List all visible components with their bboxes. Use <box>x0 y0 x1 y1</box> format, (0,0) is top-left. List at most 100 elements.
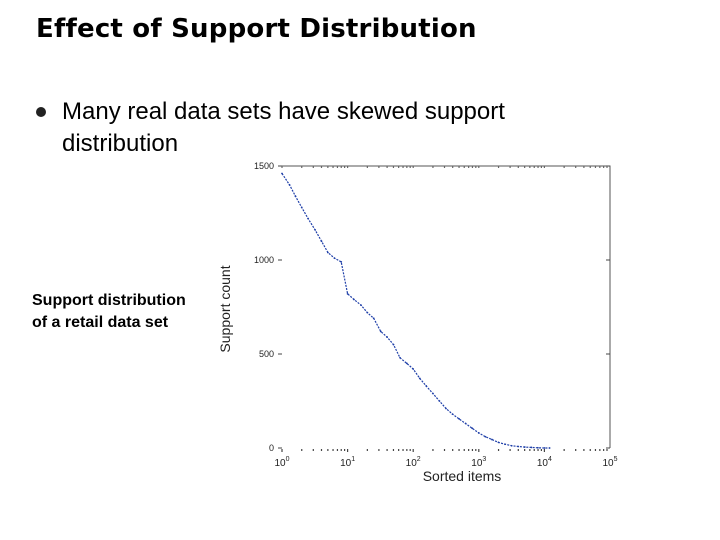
x-minor-tick <box>443 449 446 451</box>
x-minor-tick-top <box>575 166 577 168</box>
x-minor-tick <box>563 449 565 451</box>
x-minor-tick <box>533 449 535 451</box>
x-minor-tick <box>402 449 404 451</box>
data-point-41 <box>548 447 551 449</box>
bullet-text: Many real data sets have skewed support … <box>62 98 505 157</box>
x-minor-tick-top <box>589 166 591 168</box>
data-point-23 <box>432 392 434 395</box>
x-minor-tick <box>386 449 388 451</box>
x-minor-tick-top <box>327 166 329 168</box>
x-minor-tick <box>412 449 414 452</box>
data-point-1 <box>288 183 291 186</box>
data-point-14 <box>372 317 375 320</box>
x-minor-tick-top <box>509 166 511 168</box>
x-minor-tick <box>603 449 605 451</box>
x-minor-tick-top <box>301 166 303 168</box>
data-point-8 <box>333 257 336 260</box>
x-minor-tick-top <box>320 166 323 168</box>
x-minor-tick <box>599 449 601 451</box>
x-minor-tick-top <box>563 166 565 168</box>
x-minor-tick-top <box>402 166 404 168</box>
x-minor-tick <box>537 449 539 451</box>
chart-caption: Support distribution of a retail data se… <box>32 292 186 331</box>
data-point-30 <box>477 432 480 434</box>
x-minor-tick-top <box>340 166 342 168</box>
chart-axes: 0 500 1000 1500 100 101 102 103 104 105 <box>254 161 618 469</box>
y-tick-label-3: 1500 <box>254 161 274 171</box>
x-minor-tick <box>327 449 329 451</box>
x-minor-tick <box>575 449 577 451</box>
x-minor-tick-top <box>463 166 465 168</box>
x-minor-tick <box>409 449 411 451</box>
x-minor-tick <box>478 449 480 452</box>
x-minor-tick-top <box>471 166 474 168</box>
x-minor-tick <box>406 449 408 451</box>
x-tick-label-3: 103 <box>471 456 486 469</box>
x-minor-tick-top <box>537 166 539 168</box>
x-minor-tick-top <box>386 166 388 168</box>
x-minor-tick-top <box>406 166 408 168</box>
data-point-15 <box>379 330 382 333</box>
y-tick-label-2: 1000 <box>254 255 274 265</box>
x-minor-tick-top <box>398 166 400 168</box>
x-minor-tick-top <box>543 166 545 168</box>
x-minor-tick-top <box>312 166 314 168</box>
data-point-3 <box>300 206 303 209</box>
slide-title: Effect of Support Distribution <box>36 14 477 44</box>
x-minor-tick <box>432 449 434 451</box>
chart-marks <box>281 172 551 449</box>
data-point-26 <box>451 413 454 416</box>
x-minor-tick <box>378 449 380 451</box>
x-tick-label-5: 105 <box>602 456 617 469</box>
x-minor-tick <box>336 449 339 451</box>
x-minor-tick <box>497 449 500 451</box>
x-minor-tick <box>589 449 591 451</box>
x-minor-tick <box>517 449 519 451</box>
x-minor-tick <box>366 449 368 451</box>
y-tick-label-0: 0 <box>269 443 274 453</box>
data-point-29 <box>471 427 474 430</box>
series-line-0 <box>281 173 550 449</box>
data-point-0 <box>281 172 283 175</box>
x-minor-tick-top <box>517 166 519 168</box>
data-point-20 <box>412 368 415 370</box>
data-point-16 <box>386 336 388 338</box>
x-minor-tick <box>343 449 346 451</box>
x-minor-tick-top <box>281 166 283 168</box>
x-minor-tick-top <box>336 166 339 168</box>
data-point-18 <box>399 356 401 359</box>
x-minor-tick-top <box>452 166 454 168</box>
x-minor-tick-top <box>603 166 605 168</box>
x-minor-tick <box>471 449 474 451</box>
data-point-31 <box>484 435 487 438</box>
data-point-7 <box>326 251 329 254</box>
x-minor-tick-top <box>409 166 411 168</box>
data-point-6 <box>320 240 323 243</box>
x-minor-tick-top <box>533 166 535 168</box>
x-minor-tick-top <box>343 166 346 168</box>
x-minor-tick <box>583 449 585 451</box>
x-minor-tick <box>543 449 545 452</box>
data-point-13 <box>366 311 369 314</box>
data-point-35 <box>510 444 513 447</box>
x-minor-tick-top <box>347 166 349 168</box>
x-minor-tick <box>452 449 454 451</box>
x-minor-tick <box>332 449 334 451</box>
x-minor-tick <box>475 449 477 451</box>
x-minor-tick <box>540 449 542 451</box>
bullet-item: Many real data sets have skewed support … <box>36 96 596 160</box>
data-point-21 <box>418 377 421 380</box>
x-minor-tick <box>320 449 323 451</box>
x-minor-tick-top <box>606 166 608 168</box>
x-minor-tick-top <box>412 166 414 168</box>
x-minor-tick-top <box>524 166 526 168</box>
x-minor-tick-top <box>475 166 477 168</box>
plot-frame <box>282 165 611 448</box>
data-point-2 <box>294 195 297 197</box>
x-minor-tick <box>301 449 303 451</box>
data-point-5 <box>314 229 317 231</box>
data-point-27 <box>458 417 461 420</box>
data-point-10 <box>346 292 349 295</box>
bullet-dot-icon <box>36 107 46 117</box>
data-point-36 <box>517 445 520 448</box>
